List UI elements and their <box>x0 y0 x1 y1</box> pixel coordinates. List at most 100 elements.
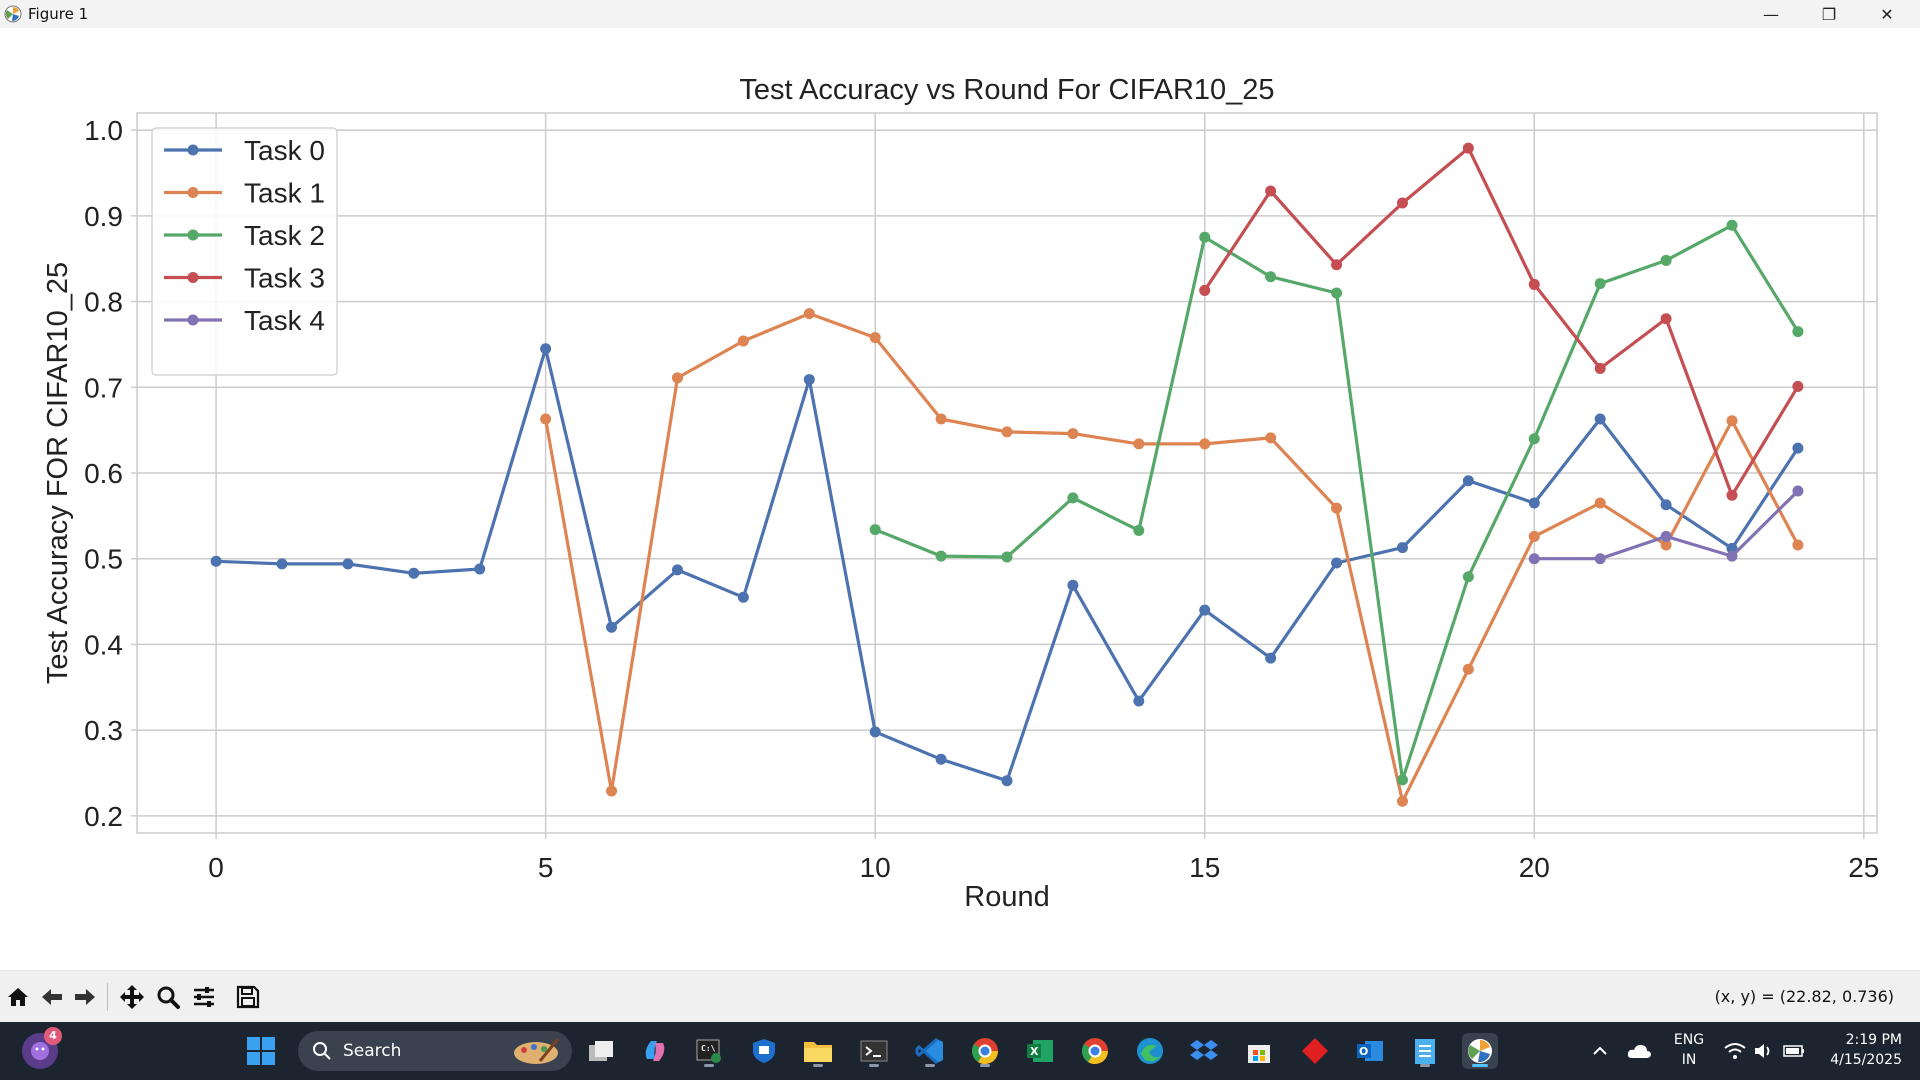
data-point <box>1726 550 1738 562</box>
clock-date[interactable]: 4/15/2025 <box>1830 1052 1902 1068</box>
dropbox-icon[interactable] <box>1186 1033 1222 1069</box>
chrome-profile-icon[interactable] <box>1077 1033 1113 1069</box>
data-point <box>540 343 552 355</box>
clock-time[interactable]: 2:19 PM <box>1845 1032 1902 1048</box>
terminal-cmd-icon[interactable]: C:\ <box>691 1033 727 1069</box>
copilot-icon[interactable] <box>637 1033 673 1069</box>
data-point <box>1331 557 1343 569</box>
region-indicator[interactable]: IN <box>1681 1052 1697 1068</box>
minimize-button[interactable]: — <box>1763 4 1779 24</box>
windows-start-icon[interactable] <box>243 1033 279 1069</box>
y-tick-label: 0.7 <box>84 372 123 403</box>
svg-text:C:\: C:\ <box>701 1044 716 1053</box>
defender-shield-icon[interactable] <box>746 1033 782 1069</box>
data-point <box>1660 313 1672 325</box>
y-tick-label: 0.6 <box>84 458 123 489</box>
forward-icon[interactable] <box>70 982 100 1012</box>
data-point <box>342 558 354 570</box>
data-point <box>1528 530 1540 542</box>
data-point <box>1133 438 1145 450</box>
chevron-up-icon[interactable] <box>1582 1033 1618 1069</box>
back-icon[interactable] <box>37 982 67 1012</box>
notepad-icon[interactable] <box>1407 1033 1443 1069</box>
data-point <box>935 413 947 425</box>
battery-icon[interactable] <box>1776 1033 1812 1069</box>
y-tick-label: 0.5 <box>84 544 123 575</box>
data-point <box>1001 551 1013 563</box>
notification-badge: 4 <box>44 1027 62 1045</box>
data-point <box>1199 438 1211 450</box>
legend-label: Task 4 <box>244 305 325 336</box>
legend-item-task-4: Task 4 <box>164 305 325 336</box>
data-point <box>671 564 683 576</box>
vscode-icon[interactable] <box>912 1033 948 1069</box>
x-axis-label: Round <box>964 881 1049 913</box>
data-point <box>1594 553 1606 565</box>
series-line <box>216 347 1800 783</box>
data-point <box>1001 426 1013 438</box>
taskbar-search[interactable]: Search <box>298 1031 572 1071</box>
data-point <box>869 332 881 344</box>
maximize-button[interactable]: ❐ <box>1821 4 1837 24</box>
data-point <box>1462 142 1474 154</box>
figure-canvas[interactable]: 0 5 10 15 20 25 0.2 0.3 0.4 0.5 0.6 0.7 0.8 0.9 1.0 Te… <box>0 28 1920 970</box>
configure-subplots-icon[interactable] <box>189 982 219 1012</box>
file-explorer-icon[interactable] <box>800 1033 836 1069</box>
onedrive-cloud-icon[interactable] <box>1621 1033 1657 1069</box>
data-point <box>408 567 420 579</box>
cursor-coordinates: (x, y) = (22.82, 0.736) <box>1714 987 1894 1006</box>
excel-icon[interactable]: X <box>1022 1033 1058 1069</box>
legend-box <box>151 127 338 376</box>
volume-icon[interactable] <box>1746 1033 1782 1069</box>
store-icon[interactable] <box>1241 1033 1277 1069</box>
legend-item-task-2: Task 2 <box>164 220 325 251</box>
navigation-toolbar: (x, y) = (22.82, 0.736) <box>0 970 1920 1023</box>
pan-icon[interactable] <box>117 982 147 1012</box>
series-task-0 <box>210 343 1804 787</box>
y-tick-label: 0.4 <box>84 629 123 660</box>
y-tick-label: 0.9 <box>84 201 123 232</box>
data-point <box>1199 284 1211 296</box>
data-point <box>1331 259 1343 271</box>
save-icon[interactable] <box>233 982 263 1012</box>
legend-marker <box>187 272 199 283</box>
wifi-icon[interactable] <box>1717 1033 1753 1069</box>
legend-label: Task 2 <box>244 220 325 251</box>
data-point <box>1331 502 1343 514</box>
x-tick-label: 20 <box>1519 852 1550 883</box>
data-point <box>1528 497 1540 509</box>
data-point <box>1001 775 1013 787</box>
data-point <box>1396 795 1408 807</box>
data-point <box>803 374 815 386</box>
matplotlib-taskbar-icon[interactable] <box>1462 1033 1498 1069</box>
edge-icon[interactable] <box>1132 1033 1168 1069</box>
language-indicator[interactable]: ENG <box>1673 1032 1705 1048</box>
toolbar-separator <box>107 983 108 1011</box>
data-point <box>1396 542 1408 554</box>
data-point <box>1528 553 1540 565</box>
taskbar: 4 Search C:\ X O ENG IN 2:19 PM 4/15/202… <box>0 1022 1920 1080</box>
home-icon[interactable] <box>3 982 33 1012</box>
copilot-avatar-icon[interactable]: 4 <box>22 1027 62 1069</box>
zoom-icon[interactable] <box>153 982 183 1012</box>
legend-item-task-1: Task 1 <box>164 178 325 209</box>
y-tick-label: 1.0 <box>84 115 123 146</box>
legend-label: Task 1 <box>244 178 325 209</box>
legend-label: Task 3 <box>244 263 325 294</box>
chrome-icon[interactable] <box>967 1033 1003 1069</box>
data-point <box>1660 530 1672 542</box>
data-point <box>210 555 222 567</box>
series-task-2 <box>869 219 1804 786</box>
x-tick-label: 25 <box>1848 852 1879 883</box>
matplotlib-icon <box>4 5 22 23</box>
task-view-icon[interactable] <box>583 1033 619 1069</box>
svg-text:O: O <box>1359 1045 1368 1058</box>
data-point <box>474 563 486 575</box>
close-button[interactable]: ✕ <box>1880 4 1894 24</box>
data-point <box>1594 278 1606 290</box>
app-red-diamond-icon[interactable] <box>1297 1033 1333 1069</box>
terminal-icon[interactable] <box>856 1033 892 1069</box>
chart-title: Test Accuracy vs Round For CIFAR10_25 <box>739 74 1274 106</box>
outlook-icon[interactable]: O <box>1352 1033 1388 1069</box>
data-point <box>1660 254 1672 266</box>
